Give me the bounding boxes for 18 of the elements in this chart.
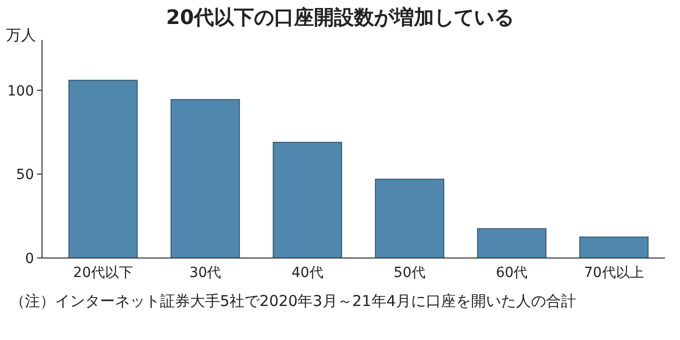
x-tick-label: 60代	[496, 265, 528, 281]
x-tick-label: 20代以下	[73, 265, 133, 281]
y-tick-label: 100	[7, 83, 34, 100]
chart-title: 20代以下の口座開設数が増加している	[166, 5, 514, 29]
y-tick-label: 0	[25, 251, 34, 267]
y-tick-label: 50	[16, 167, 34, 184]
bar	[579, 236, 649, 258]
x-tick-label: 50代	[394, 265, 426, 281]
x-tick-label: 70代以上	[584, 265, 644, 281]
bar	[477, 228, 546, 258]
y-axis-title: 万人	[6, 26, 36, 44]
bar	[272, 142, 342, 258]
x-tick-label: 30代	[189, 265, 222, 281]
x-tick-label: 40代	[292, 265, 324, 281]
bar	[374, 178, 444, 258]
bar	[68, 80, 138, 258]
text: （注）インターネット証券大手5社で2020年3月～21年4月に口座を開いた人の合計	[10, 292, 576, 310]
bar	[170, 99, 240, 258]
